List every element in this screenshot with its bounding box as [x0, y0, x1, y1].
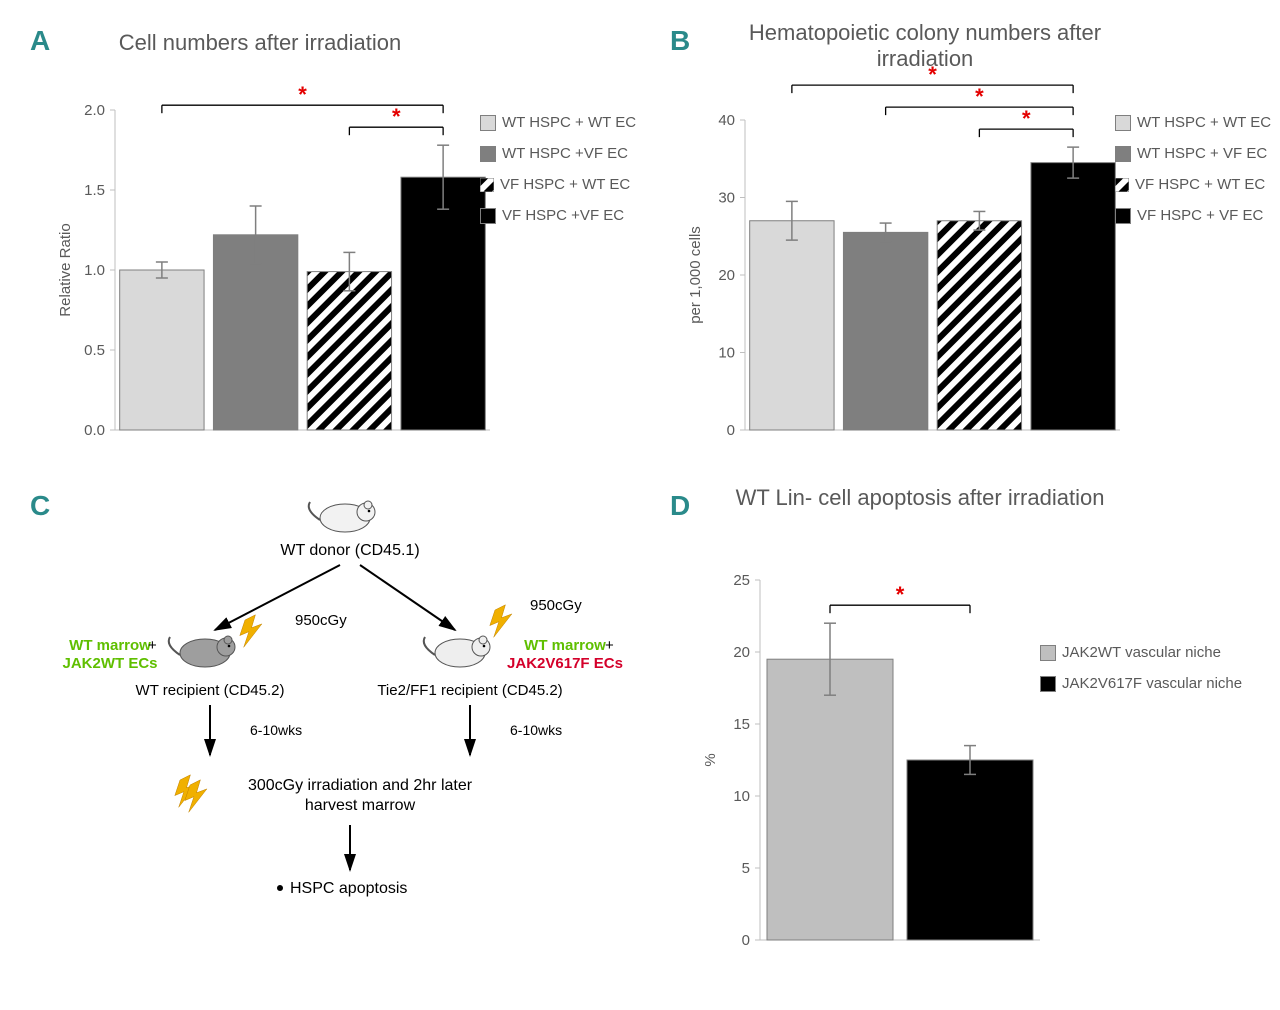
svg-text:5: 5	[742, 860, 750, 877]
legend-entry: WT HSPC +VF EC	[480, 145, 636, 162]
legend-swatch	[1115, 146, 1131, 162]
svg-text:1.5: 1.5	[84, 182, 105, 199]
legend-entry: WT HSPC + VF EC	[1115, 145, 1271, 162]
legend-label: VF HSPC + WT EC	[1135, 176, 1265, 193]
svg-text:2.0: 2.0	[84, 102, 105, 119]
svg-text:JAK2V617F ECs: JAK2V617F ECs	[507, 655, 623, 672]
svg-text:20: 20	[733, 644, 750, 661]
svg-text:0.0: 0.0	[84, 422, 105, 439]
svg-text:950cGy: 950cGy	[295, 612, 347, 629]
legend-entry: VF HSPC + WT EC	[1115, 176, 1271, 193]
svg-text:+: +	[605, 637, 614, 654]
legend-swatch	[1115, 178, 1129, 192]
legend-label: JAK2WT vascular niche	[1062, 644, 1221, 661]
svg-text:10: 10	[718, 345, 735, 362]
legend-label: WT HSPC +VF EC	[502, 145, 628, 162]
svg-text:*: *	[1022, 106, 1031, 131]
svg-text:+: +	[148, 637, 157, 654]
legend-swatch	[1115, 115, 1131, 131]
svg-text:40: 40	[718, 112, 735, 129]
svg-text:15: 15	[733, 716, 750, 733]
figure-grid: A Cell numbers after irradiation 0.0 0.5 1…	[20, 20, 1260, 1000]
panel-b-chart: 0 10 20 30 40 per 1,000 cells * * *	[670, 60, 1130, 460]
legend-swatch	[1040, 645, 1056, 661]
svg-text:WT marrow: WT marrow	[69, 637, 151, 654]
legend-label: VF HSPC +VF EC	[502, 207, 624, 224]
panel-b-legend: WT HSPC + WT EC WT HSPC + VF EC VF HSPC + …	[1115, 100, 1271, 238]
legend-swatch	[480, 178, 494, 192]
svg-text:30: 30	[718, 190, 735, 207]
svg-text:*: *	[896, 582, 905, 607]
svg-text:per 1,000 cells: per 1,000 cells	[687, 226, 704, 324]
legend-entry: JAK2V617F vascular niche	[1040, 675, 1242, 692]
svg-text:*: *	[928, 62, 937, 87]
svg-text:Relative Ratio: Relative Ratio	[57, 223, 74, 316]
legend-swatch	[1115, 208, 1131, 224]
svg-text:%: %	[702, 753, 719, 766]
svg-text:WT marrow: WT marrow	[524, 637, 606, 654]
svg-text:300cGy irradiation and 2hr lat: 300cGy irradiation and 2hr later	[248, 777, 473, 794]
svg-text:0.5: 0.5	[84, 342, 105, 359]
svg-text:25: 25	[733, 572, 750, 589]
svg-text:Tie2/FF1 recipient (CD45.2): Tie2/FF1 recipient (CD45.2)	[377, 682, 562, 699]
svg-text:HSPC apoptosis: HSPC apoptosis	[290, 880, 407, 897]
panel-c-diagram: WT donor (CD45.1)950cGy950cGyWT marrow+J…	[40, 490, 660, 1010]
panel-d-chart: 0 5 10 15 20 25% *	[690, 540, 1050, 960]
legend-label: WT HSPC + WT EC	[1137, 114, 1271, 131]
panel-c: C WT donor (CD45.1)950cGy950cGyWT marrow…	[20, 460, 660, 1000]
svg-text:*: *	[975, 84, 984, 109]
legend-entry: WT HSPC + WT EC	[480, 114, 636, 131]
panel-d-legend: JAK2WT vascular niche JAK2V617F vascular …	[1040, 630, 1242, 706]
legend-entry: VF HSPC + WT EC	[480, 176, 636, 193]
legend-label: JAK2V617F vascular niche	[1062, 675, 1242, 692]
svg-text:*: *	[392, 104, 401, 129]
svg-text:6-10wks: 6-10wks	[250, 722, 302, 738]
panel-a-chart: 0.0 0.5 1.0 1.5 2.0 Relative Ratio * *	[40, 60, 500, 460]
legend-swatch	[480, 146, 496, 162]
svg-text:harvest marrow: harvest marrow	[305, 797, 416, 814]
legend-swatch	[1040, 676, 1056, 692]
svg-text:0: 0	[727, 422, 735, 439]
svg-text:1.0: 1.0	[84, 262, 105, 279]
legend-entry: VF HSPC + VF EC	[1115, 207, 1271, 224]
legend-entry: WT HSPC + WT EC	[1115, 114, 1271, 131]
panel-d-title: WT Lin- cell apoptosis after irradiation	[730, 485, 1110, 511]
legend-label: VF HSPC + WT EC	[500, 176, 630, 193]
panel-a-legend: WT HSPC + WT EC WT HSPC +VF EC VF HSPC + W…	[480, 100, 636, 238]
panel-a-letter: A	[30, 25, 50, 57]
legend-label: WT HSPC + VF EC	[1137, 145, 1267, 162]
legend-label: WT HSPC + WT EC	[502, 114, 636, 131]
svg-text:0: 0	[742, 932, 750, 949]
legend-entry: JAK2WT vascular niche	[1040, 644, 1242, 661]
legend-swatch	[480, 208, 496, 224]
panel-b: B Hematopoietic colony numbers after irr…	[660, 20, 1280, 460]
legend-entry: VF HSPC +VF EC	[480, 207, 636, 224]
panel-a: A Cell numbers after irradiation 0.0 0.5 1…	[20, 20, 660, 460]
svg-text:WT donor (CD45.1): WT donor (CD45.1)	[280, 542, 419, 559]
svg-text:950cGy: 950cGy	[530, 597, 582, 614]
legend-label: VF HSPC + VF EC	[1137, 207, 1263, 224]
panel-b-letter: B	[670, 25, 690, 57]
panel-d: D WT Lin- cell apoptosis after irradiati…	[660, 460, 1280, 1000]
panel-a-title: Cell numbers after irradiation	[70, 30, 450, 56]
svg-text:6-10wks: 6-10wks	[510, 722, 562, 738]
legend-swatch	[480, 115, 496, 131]
panel-d-letter: D	[670, 490, 690, 522]
svg-text:*: *	[298, 82, 307, 107]
svg-text:JAK2WT ECs: JAK2WT ECs	[62, 655, 157, 672]
svg-text:WT recipient (CD45.2): WT recipient (CD45.2)	[136, 682, 285, 699]
svg-text:10: 10	[733, 788, 750, 805]
svg-text:20: 20	[718, 267, 735, 284]
